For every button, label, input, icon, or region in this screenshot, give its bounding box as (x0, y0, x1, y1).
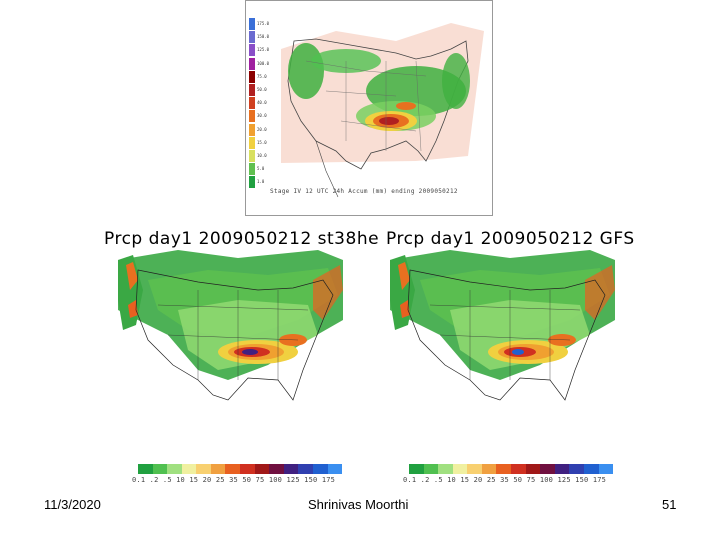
left-precip-map-graphic (118, 250, 343, 410)
legend-label: 10.0 (257, 153, 267, 158)
legend-swatch (249, 31, 255, 44)
colorbar-swatch (409, 464, 424, 474)
legend-swatch (249, 136, 255, 149)
left-panel-title: Prcp day1 2009050212 st38he (104, 229, 380, 249)
legend-swatch (249, 163, 255, 176)
legend-label: 50.0 (257, 87, 267, 92)
legend-label: 1.0 (257, 179, 265, 185)
legend-swatch (249, 123, 255, 136)
colorbar-swatch (525, 464, 541, 474)
legend-swatch (249, 97, 255, 110)
colorbar-swatch (598, 464, 614, 474)
colorbar-swatch (511, 464, 526, 474)
observed-caption: Stage IV 12 UTC 24h Accum (mm) ending 20… (270, 188, 458, 195)
colorbar-swatch (481, 464, 497, 474)
colorbar-swatch (240, 464, 255, 474)
legend-label: 100.0 (257, 60, 270, 66)
observed-precip-map (281, 23, 484, 198)
colorbar-swatch (167, 464, 182, 474)
colorbar-swatch (554, 464, 570, 474)
colorbar-swatch (467, 464, 482, 474)
legend-swatch (249, 110, 255, 123)
right-precip-map (390, 250, 615, 410)
colorbar-swatch (269, 464, 284, 474)
legend-swatch (249, 84, 255, 96)
colorbar-swatch (298, 464, 313, 474)
colorbar-swatch (583, 464, 599, 474)
colorbar-swatch (452, 464, 468, 474)
right-colorbar (409, 464, 614, 474)
colorbar-swatch (210, 464, 226, 474)
legend-label: 30.0 (257, 113, 267, 119)
right-panel-title: Prcp day1 2009050212 GFS (386, 229, 635, 249)
legend-label: 125.0 (257, 47, 270, 53)
legend-swatch (249, 44, 255, 57)
colorbar-swatch (312, 464, 328, 474)
legend-swatch (249, 70, 255, 83)
legend-label: 40.0 (257, 100, 267, 106)
colorbar-swatch (196, 464, 211, 474)
colorbar-swatch (423, 464, 439, 474)
footer-author: Shrinivas Moorthi (308, 497, 409, 512)
legend-label: 150.0 (257, 34, 270, 40)
left-colorbar-labels: 0.1 .2 .5 10 15 20 25 35 50 75 100 125 1… (132, 476, 336, 484)
colorbar-swatch (540, 464, 555, 474)
legend-label: 15.0 (257, 139, 267, 145)
left-precip-map (118, 250, 343, 410)
colorbar-swatch (496, 464, 512, 474)
right-colorbar-labels: 0.1 .2 .5 10 15 20 25 35 50 75 100 125 1… (403, 476, 607, 484)
colorbar-swatch (138, 464, 153, 474)
legend-swatch (249, 176, 255, 189)
legend-label: 5.0 (257, 166, 265, 172)
left-colorbar (138, 464, 343, 474)
legend-label: 175.0 (257, 21, 270, 26)
colorbar-swatch (438, 464, 453, 474)
observed-legend: 175.0 150.0 125.0 100.0 75.0 50.0 40.0 30.0 20.0… (247, 18, 269, 193)
colorbar-swatch (152, 464, 168, 474)
legend-swatch (249, 57, 255, 70)
colorbar-swatch (569, 464, 584, 474)
footer-date: 11/3/2020 (44, 497, 101, 512)
right-precip-map-graphic (390, 250, 615, 410)
legend-label: 75.0 (257, 73, 267, 79)
footer-page-number: 51 (662, 497, 677, 512)
colorbar-swatch (225, 464, 241, 474)
legend-swatch (249, 150, 255, 162)
legend-swatch (249, 18, 255, 30)
colorbar-swatch (327, 464, 343, 474)
observed-precip-panel (245, 0, 493, 216)
colorbar-swatch (254, 464, 270, 474)
legend-label: 20.0 (257, 126, 267, 132)
colorbar-swatch (283, 464, 299, 474)
colorbar-swatch (181, 464, 197, 474)
